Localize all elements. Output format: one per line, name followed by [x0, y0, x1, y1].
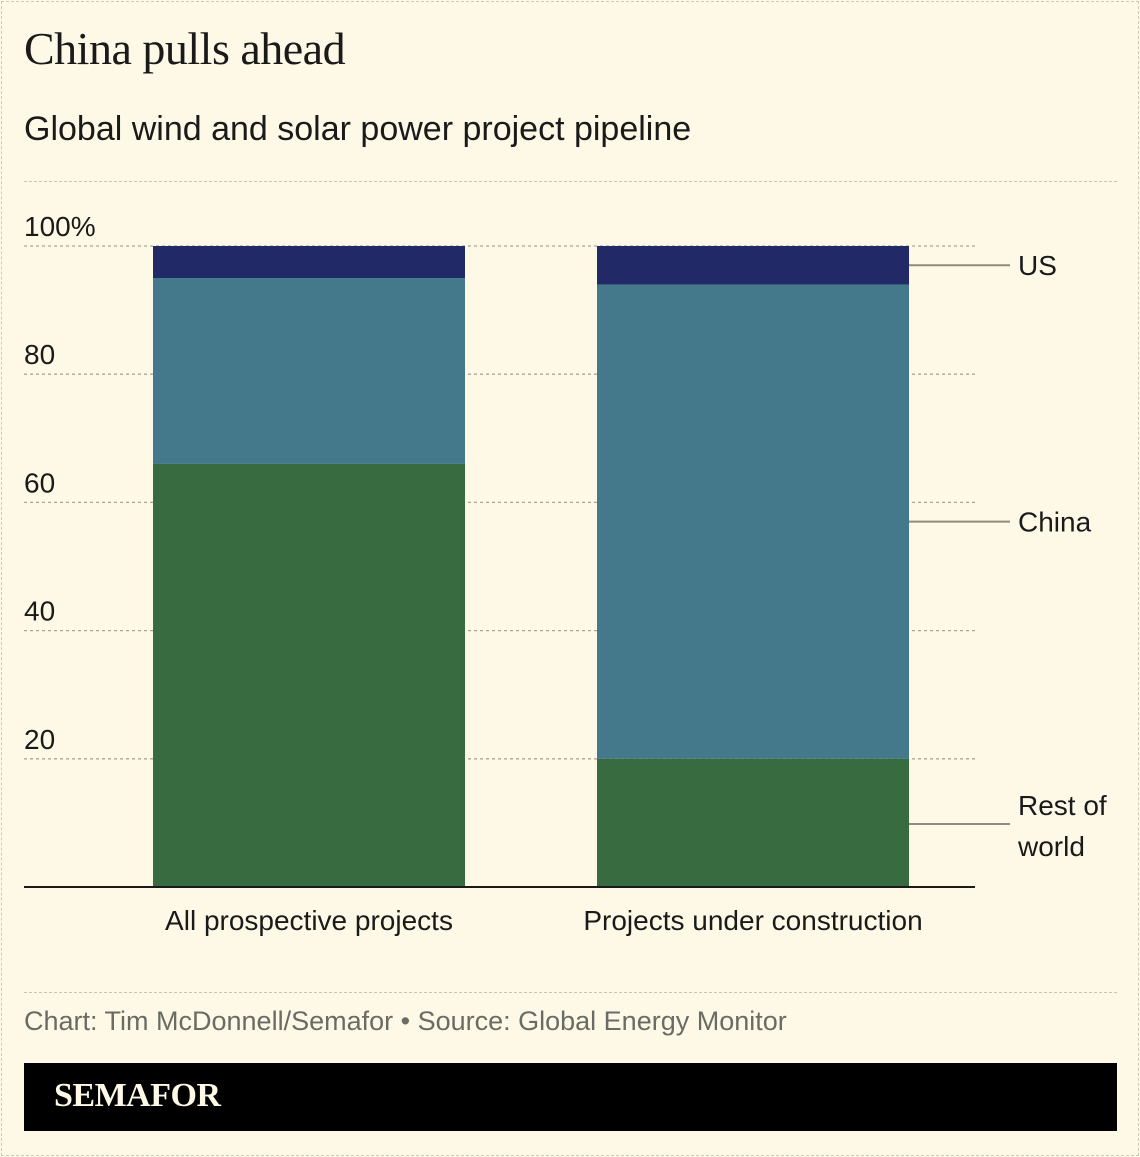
legend-label-rest-of-world: world — [1017, 831, 1085, 862]
stacked-bar-chart: 20 40 60 80 100% All prospective projects Proj… — [24, 211, 1107, 936]
bar-segment-us — [153, 246, 465, 279]
footer-bar: SEMAFOR — [24, 1063, 1117, 1131]
chart-title: China pulls ahead — [24, 23, 346, 74]
y-tick-label: 100% — [24, 211, 96, 242]
legend-label-china: China — [1018, 507, 1092, 538]
y-tick-label: 60 — [24, 467, 55, 498]
y-tick-label: 20 — [24, 724, 55, 755]
x-tick-label: Projects under construction — [583, 905, 922, 936]
divider-top — [24, 181, 1117, 182]
source-note: Chart: Tim McDonnell/Semafor • Source: G… — [24, 1006, 787, 1036]
bar-segment-china — [153, 278, 465, 464]
semafor-logo: SEMAFOR — [54, 1077, 221, 1114]
x-tick-label: All prospective projects — [165, 905, 453, 936]
legend-label-us: US — [1018, 250, 1057, 281]
bar-segment-china — [597, 284, 909, 759]
y-tick-label: 80 — [24, 339, 55, 370]
y-tick-label: 40 — [24, 596, 55, 627]
chart-subtitle: Global wind and solar power project pipe… — [24, 110, 692, 148]
bar-segment-rest-of-world — [153, 463, 465, 887]
bar-segment-rest-of-world — [597, 758, 909, 887]
bar-segment-us — [597, 246, 909, 285]
divider-bottom — [24, 992, 1117, 993]
legend-label-rest-of-world: Rest of — [1018, 790, 1107, 821]
